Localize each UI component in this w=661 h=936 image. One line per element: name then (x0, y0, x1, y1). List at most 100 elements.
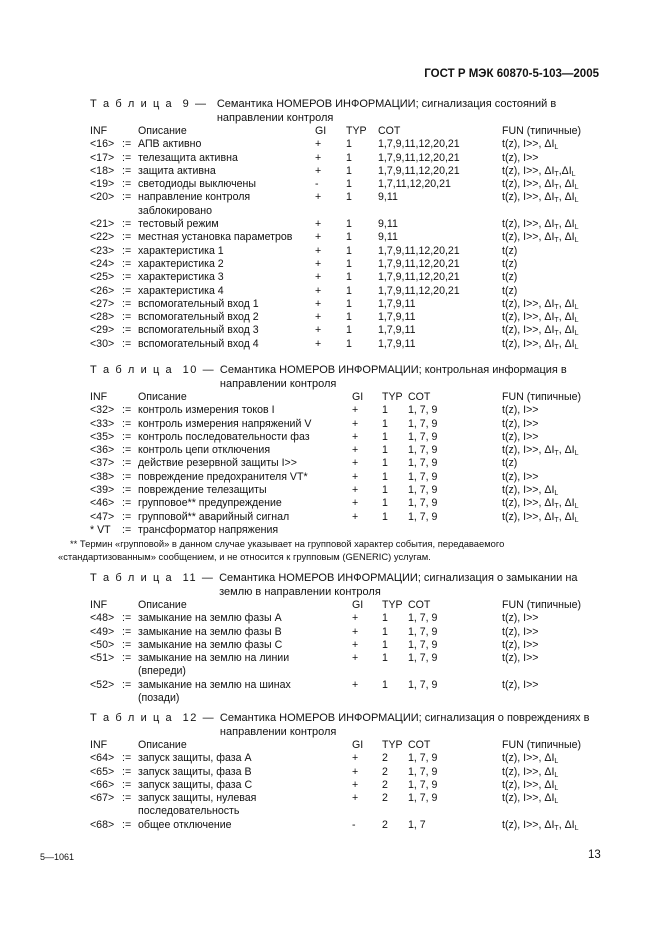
cell-desc: замыкание на землю на шинах (позади) (138, 678, 291, 705)
cell-desc: контроль измерения токов I (138, 404, 275, 417)
table-row: <28>:= вспомогательный вход 2 +1 1,7,9,11 t(… (90, 311, 600, 324)
cell-gi: + (352, 444, 359, 457)
cell-op: := (122, 311, 132, 324)
cell-gi: + (315, 191, 322, 204)
cell-desc: вспомогательный вход 4 (138, 337, 259, 350)
table-10: Т а б л и ц а 10 — Семантика НОМЕРОВ ИНФ… (58, 364, 600, 563)
cell-fun: t(z), I>>, ΔIT, ΔIL (502, 231, 579, 245)
cell-op: := (122, 337, 132, 350)
cell-desc: запуск защиты, нулевая последовательност… (138, 792, 257, 818)
column-header-desc: Описание (138, 125, 187, 137)
cell-gi: + (352, 792, 359, 805)
cell-op: := (122, 612, 132, 625)
cell-cot: 9,11 (378, 218, 398, 231)
column-header-typ: TYP (346, 125, 367, 137)
cell-desc: повреждение телезащиты (138, 484, 267, 497)
table-row: <37>:= действие резервной защиты I>> +1 1, … (90, 457, 600, 470)
cell-fun: t(z) (502, 457, 518, 470)
cell-typ: 1 (382, 678, 388, 691)
cell-cot: 9,11 (378, 191, 398, 204)
cell-desc: вспомогательный вход 1 (138, 297, 259, 310)
cell-cot: 1, 7, 9 (408, 444, 438, 457)
cell-cot: 1, 7, 9 (408, 430, 438, 443)
cell-inf: <22> (90, 231, 115, 244)
cell-typ: 2 (382, 752, 388, 765)
cell-typ: 2 (382, 792, 388, 805)
column-header-spacer (122, 125, 138, 138)
column-header-typ: TYP (382, 599, 403, 611)
cell-cot: 1,7,9,11,12,20,21 (378, 271, 460, 284)
cell-typ: 1 (346, 191, 352, 204)
table-row: <16>:= АПВ активно +1 1,7,9,11,12,20,21 t(z)… (90, 138, 600, 151)
table-9: Т а б л и ц а 9 — Семантика НОМЕРОВ ИНФО… (90, 98, 600, 351)
cell-cot: 1, 7, 9 (408, 765, 438, 778)
cell-gi: + (315, 324, 322, 337)
cell-fun: t(z), I>> (502, 678, 539, 691)
column-header-gi: GI (315, 125, 327, 137)
table-row: <49>:= замыкание на землю фазы В +1 1, 7, 9… (90, 626, 600, 639)
cell-cot: 1,7,9,11,12,20,21 (378, 138, 460, 151)
cell-typ: 1 (346, 297, 352, 310)
table-row: <67>:= запуск защиты, нулевая последовате… (90, 792, 600, 819)
cell-desc: тестовый режим (138, 218, 219, 231)
table-row: <68>:= общее отключение - 2 1, 7 t(z), I>>, Δ… (90, 819, 600, 832)
cell-desc: вспомогательный вход 2 (138, 311, 259, 324)
cell-typ: 2 (382, 765, 388, 778)
cell-desc: АПВ активно (138, 138, 202, 151)
cell-desc: светодиоды выключены (138, 178, 256, 191)
cell-fun: t(z), I>> (502, 404, 539, 417)
cell-gi: + (352, 497, 359, 510)
cell-cot: 1, 7, 9 (408, 792, 438, 805)
cell-typ: 1 (346, 218, 352, 231)
cell-gi: + (315, 244, 322, 257)
cell-fun: t(z), I>>, ΔIL (502, 778, 559, 792)
cell-typ: 1 (346, 138, 352, 151)
cell-fun: t(z), I>>, ΔIL (502, 792, 559, 806)
cell-typ: 1 (346, 271, 352, 284)
cell-inf: <48> (90, 612, 115, 625)
table-row: <50>:= замыкание на землю фазы С +1 1, 7, 9… (90, 639, 600, 652)
cell-gi: + (315, 257, 322, 270)
cell-cot: 1, 7 (408, 818, 426, 831)
cell-typ: 1 (346, 231, 352, 244)
cell-desc: замыкание на землю фазы С (138, 638, 283, 651)
cell-gi: + (315, 284, 322, 297)
cell-inf: <46> (90, 497, 115, 510)
table-label: Т а б л и ц а 11 — (90, 572, 220, 584)
cell-inf: <36> (90, 444, 115, 457)
table-footnote: ** Термин «групповой» в данном случае ук… (58, 538, 505, 562)
column-header-cot: COT (408, 391, 431, 403)
table-row: <64>:= запуск защиты, фаза А +2 1, 7, 9 t(z)… (90, 752, 600, 765)
cell-gi: + (315, 151, 322, 164)
cell-cot: 1, 7, 9 (408, 778, 438, 791)
cell-desc: характеристика 2 (138, 257, 224, 270)
column-header-typ: TYP (382, 391, 403, 403)
cell-gi: + (352, 457, 359, 470)
table-row: <35>:= контроль последовательности фаз +1 1… (90, 431, 600, 444)
table-row: <23>:= характеристика 1 +1 1,7,9,11,12,20,2… (90, 245, 600, 258)
cell-typ: 1 (382, 612, 388, 625)
cell-inf: <37> (90, 457, 115, 470)
cell-op: := (122, 417, 132, 430)
cell-op: := (122, 257, 132, 270)
cell-fun (502, 524, 600, 537)
table-label: Т а б л и ц а 9 — (90, 98, 217, 110)
cell-typ: 1 (382, 510, 388, 523)
cell-fun: t(z), I>>, ΔIT, ΔIL (502, 178, 579, 192)
cell-op: := (122, 457, 132, 470)
cell-op: := (122, 297, 132, 310)
cell-gi: + (352, 678, 359, 691)
cell-fun: t(z), I>>, ΔIT, ΔIL (502, 218, 579, 232)
cell-gi: - (315, 178, 319, 191)
cell-gi: + (352, 417, 359, 430)
cell-fun: t(z), I>>, ΔIT, ΔIL (502, 510, 579, 524)
cell-cot: 1, 7, 9 (408, 470, 438, 483)
table-row: <21>:= тестовый режим +1 9,11 t(z), I>>, ΔIT… (90, 218, 600, 231)
table-row: <26>:= характеристика 4 +1 1,7,9,11,12,20,2… (90, 285, 600, 298)
cell-cot: 1,7,9,11,12,20,21 (378, 151, 460, 164)
cell-inf: <23> (90, 244, 115, 257)
cell-inf: <64> (90, 752, 115, 765)
cell-inf: <66> (90, 778, 115, 791)
table-header: INF Описание GI TYP COT FUN (типичные) (90, 739, 600, 752)
cell-inf: <30> (90, 337, 115, 350)
